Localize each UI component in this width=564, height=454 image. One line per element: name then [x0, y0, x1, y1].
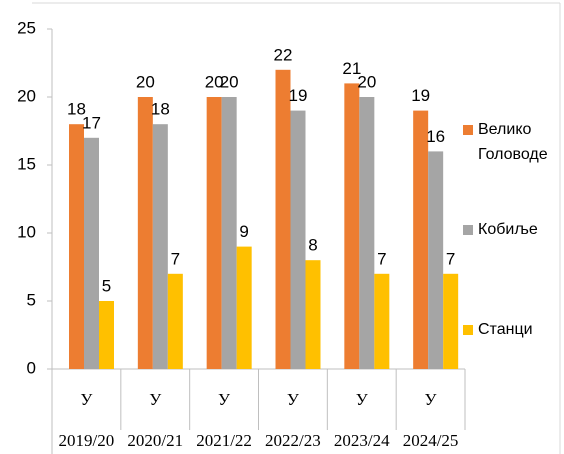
bar [221, 97, 237, 369]
bar [344, 83, 360, 370]
data-label: 20 [357, 72, 376, 91]
bar [359, 97, 375, 369]
y-tick-label: 5 [27, 290, 36, 309]
x-tick-label: У [149, 390, 162, 409]
bar [428, 151, 444, 369]
data-label: 7 [446, 249, 455, 268]
data-label: 19 [411, 86, 430, 105]
data-label: 9 [239, 222, 248, 241]
bar [443, 273, 459, 369]
bar [84, 137, 99, 369]
bar [236, 246, 252, 369]
bar [167, 273, 183, 369]
data-label: 18 [151, 100, 170, 119]
data-label: 17 [82, 113, 101, 132]
x-group-label: 2022/23 [265, 431, 321, 450]
data-label: 19 [289, 86, 308, 105]
bar [374, 273, 390, 369]
bar [290, 110, 306, 369]
data-label: 20 [136, 72, 155, 91]
legend-label: Велико Головоде [478, 121, 548, 163]
data-label: 20 [220, 72, 239, 91]
data-label: 21 [342, 59, 361, 78]
y-tick-label: 20 [17, 86, 36, 105]
x-group-label: 2024/25 [403, 431, 459, 450]
x-group-label: 2019/20 [59, 431, 115, 450]
y-tick-label: 10 [17, 222, 36, 241]
data-label: 5 [102, 276, 111, 295]
x-tick-label: У [80, 390, 93, 409]
data-label: 22 [274, 45, 293, 64]
bar [99, 301, 114, 369]
y-tick-label: 25 [17, 18, 36, 37]
bar [69, 124, 84, 369]
data-label: 7 [171, 249, 180, 268]
data-label: 8 [308, 236, 317, 255]
x-tick-label: У [218, 390, 231, 409]
y-tick-label: 0 [27, 358, 36, 377]
data-label: 7 [377, 249, 386, 268]
x-group-label: 2020/21 [127, 431, 183, 450]
legend-swatch [463, 225, 473, 235]
bar [413, 110, 429, 369]
legend-swatch [463, 325, 473, 335]
x-group-label: 2023/24 [334, 431, 390, 450]
bar [152, 124, 168, 369]
bar [137, 97, 153, 369]
data-label: 18 [67, 100, 86, 119]
data-label: 20 [205, 72, 224, 91]
y-tick-label: 15 [17, 154, 36, 173]
bar [206, 97, 222, 369]
legend-label: Станци [478, 321, 533, 338]
bar [305, 260, 321, 369]
x-tick-label: У [356, 390, 369, 409]
x-tick-label: У [425, 390, 438, 409]
legend-swatch [463, 125, 473, 135]
legend-label: Кобиље [478, 221, 538, 238]
x-tick-label: У [287, 390, 300, 409]
x-group-label: 2021/22 [196, 431, 252, 450]
data-label: 16 [426, 127, 445, 146]
bar [275, 69, 291, 370]
